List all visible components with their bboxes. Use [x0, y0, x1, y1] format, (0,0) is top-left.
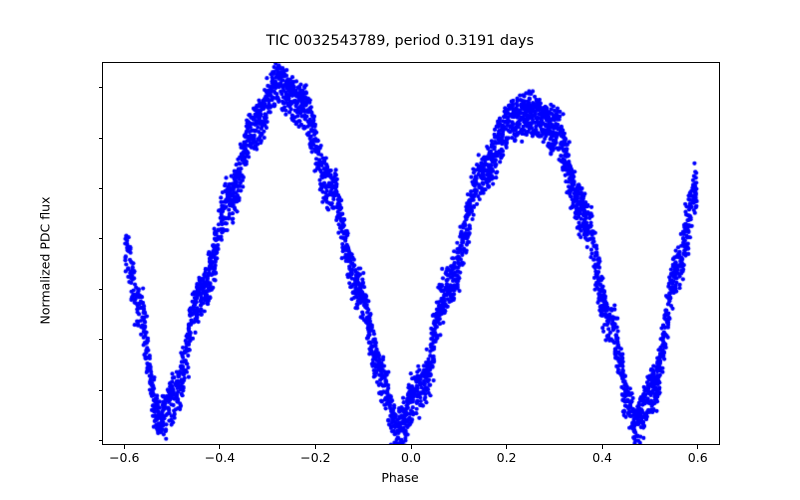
- page-title: TIC 0032543789, period 0.3191 days: [266, 33, 534, 49]
- x-tick-label: −0.6: [109, 450, 140, 465]
- x-tick-label: −0.4: [204, 450, 236, 465]
- x-tick-mark: [506, 445, 508, 449]
- scatter-plot-canvas: [103, 63, 719, 444]
- x-tick-label: 0.0: [401, 450, 421, 465]
- x-tick-mark: [697, 445, 699, 449]
- x-tick-label: 0.4: [592, 450, 613, 465]
- y-tick-mark: [98, 187, 102, 190]
- y-tick-mark: [98, 389, 102, 391]
- x-tick-label: 0.2: [496, 450, 517, 465]
- x-tick-mark: [314, 445, 317, 449]
- x-axis-label: Phase: [381, 470, 419, 485]
- x-tick-label: 0.6: [687, 450, 708, 465]
- y-tick-mark: [98, 339, 102, 341]
- y-axis-label: Normalized PDC flux: [37, 196, 53, 325]
- y-tick-mark: [98, 439, 102, 442]
- x-tick-mark: [410, 445, 412, 449]
- x-tick-mark: [219, 445, 221, 449]
- plot-axes: [102, 62, 720, 445]
- x-tick-label: −0.2: [300, 450, 331, 465]
- y-tick-mark: [98, 288, 102, 290]
- x-tick-mark: [601, 445, 603, 449]
- y-tick-mark: [98, 137, 102, 139]
- x-tick-mark: [123, 445, 125, 449]
- y-tick-mark: [98, 238, 102, 240]
- y-tick-mark: [98, 87, 102, 89]
